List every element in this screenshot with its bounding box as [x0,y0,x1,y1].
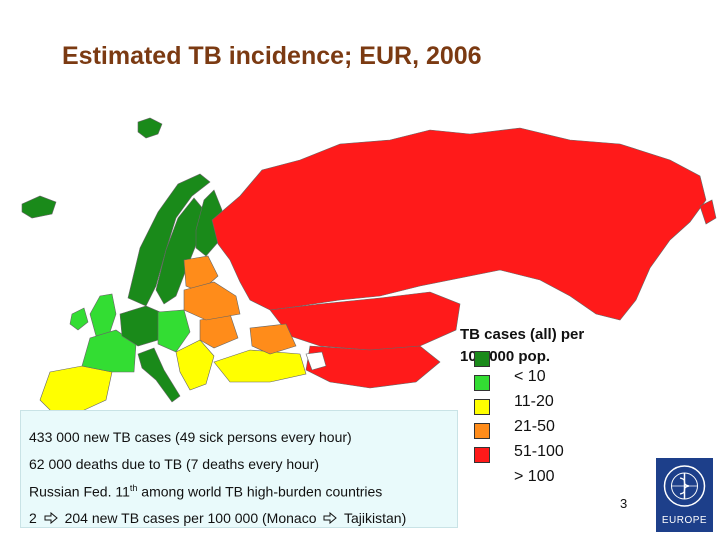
fact-range-mid: 204 new TB cases per 100 000 (Monaco [64,510,317,526]
fact-russia-rank-post: among world TB high-burden countries [137,483,383,500]
region-kazakhstan [269,291,461,351]
logo-text: EUROPE [661,515,708,526]
region-caucasus [249,323,297,355]
fact-range-max: Tajikistan) [344,510,407,526]
region-far-east-island [699,199,717,225]
who-emblem-icon [663,465,706,507]
arrow-right-icon [323,512,338,524]
legend-swatch-lt10 [474,351,490,367]
region-iberia [39,365,113,413]
region-svalbard [137,117,163,139]
legend-swatch-gt100 [474,447,490,463]
region-balkans [175,339,215,391]
legend-swatch-21-50 [474,399,490,415]
region-italy [137,347,181,403]
region-central [157,309,191,353]
legend-swatch-51-100 [474,423,490,439]
facts-box: 433 000 new TB cases (49 sick persons ev… [20,410,458,528]
legend-label-gt100: > 100 [514,468,555,485]
legend-label-lt10: < 10 [514,368,546,385]
region-no-data [305,351,327,371]
page-number: 3 [620,496,628,511]
slide-title: Estimated TB incidence; EUR, 2006 [62,42,482,70]
region-iceland [21,195,57,219]
fact-russia-rank-sup: th [129,483,138,493]
legend-swatch-10-20 [474,375,490,391]
legend-label-51-100: 51-100 [514,443,564,460]
region-norway [127,173,211,307]
region-belarus-ukraine [183,281,241,321]
fact-range: 2 204 new TB cases per 100 000 (Monaco T… [29,510,406,526]
region-central-asia [305,345,441,389]
fact-russia-rank: Russian Fed. 11th among world TB high-bu… [29,483,382,500]
fact-new-cases: 433 000 new TB cases (49 sick persons ev… [29,429,352,445]
europe-tb-incidence-map [21,117,717,413]
legend-label-21-50: 21-50 [514,418,555,435]
legend-title-line1: TB cases (all) per [460,326,585,343]
legend-label-10-20: 11-20 [514,393,554,410]
fact-russia-rank-pre: Russian Fed. 11 [29,483,130,500]
region-uk [89,293,117,337]
fact-range-min: 2 [29,510,37,526]
region-russia [211,127,707,321]
who-europe-logo: EUROPE [656,458,713,532]
region-turkey [213,349,307,383]
region-ireland [69,307,89,331]
fact-deaths: 62 000 deaths due to TB (7 deaths every … [29,456,320,472]
arrow-right-icon [44,512,58,524]
